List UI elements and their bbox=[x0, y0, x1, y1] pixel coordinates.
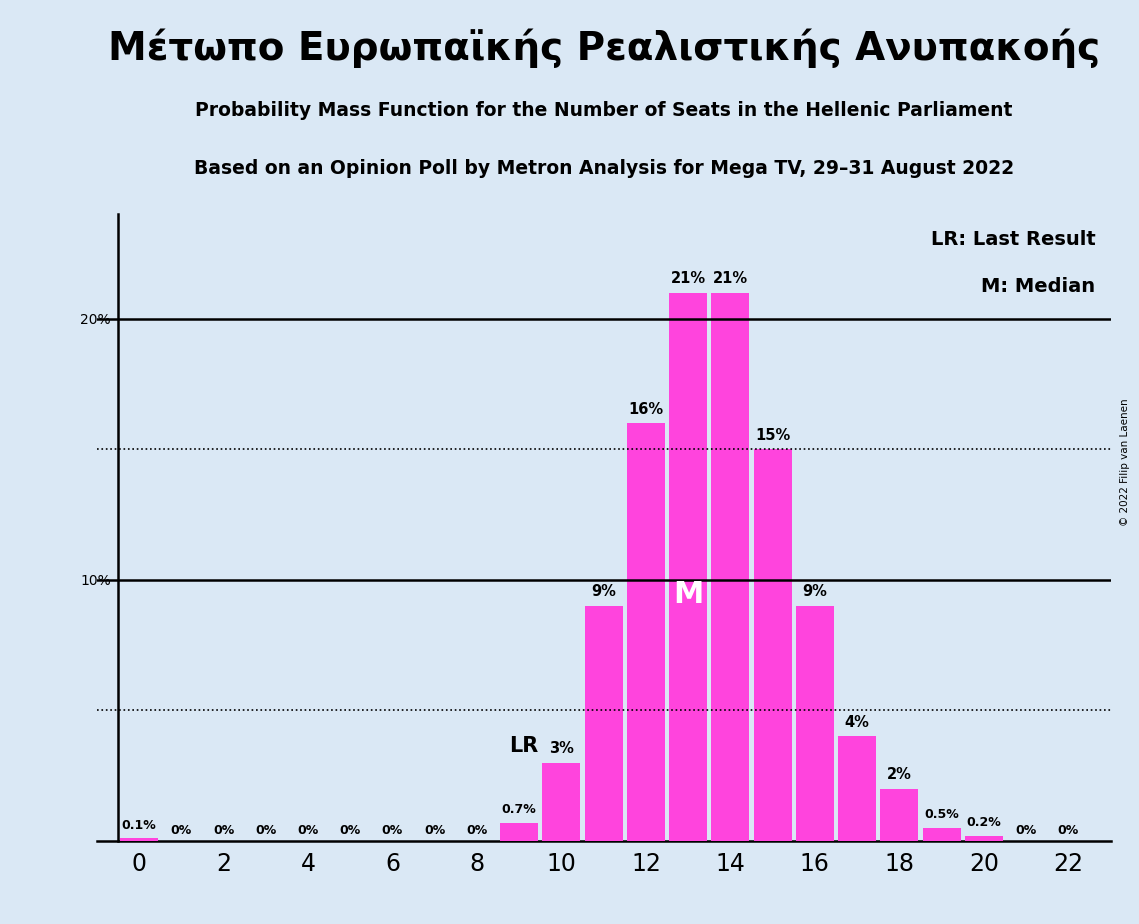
Text: 0.2%: 0.2% bbox=[966, 816, 1001, 829]
Text: 0%: 0% bbox=[424, 824, 445, 837]
Text: LR: LR bbox=[509, 736, 539, 756]
Bar bbox=[754, 449, 792, 841]
Bar bbox=[923, 828, 960, 841]
Text: Based on an Opinion Poll by Metron Analysis for Mega TV, 29–31 August 2022: Based on an Opinion Poll by Metron Analy… bbox=[194, 160, 1014, 178]
Text: 0%: 0% bbox=[255, 824, 277, 837]
Text: 4%: 4% bbox=[845, 715, 869, 730]
Text: 15%: 15% bbox=[755, 428, 790, 443]
Text: 9%: 9% bbox=[591, 584, 616, 600]
Text: 3%: 3% bbox=[549, 741, 574, 756]
Text: 0%: 0% bbox=[382, 824, 403, 837]
Text: 16%: 16% bbox=[629, 402, 664, 417]
Bar bbox=[796, 606, 834, 841]
Text: M: Median: M: Median bbox=[981, 277, 1096, 296]
Text: 0.1%: 0.1% bbox=[122, 819, 156, 832]
Text: 0%: 0% bbox=[171, 824, 191, 837]
Text: 0%: 0% bbox=[466, 824, 487, 837]
Text: 21%: 21% bbox=[713, 271, 748, 286]
Bar bbox=[500, 822, 539, 841]
Bar bbox=[712, 293, 749, 841]
Text: Μέτωπο Ευρωπαϊκής Ρεαλιστικής Ανυπακοής: Μέτωπο Ευρωπαϊκής Ρεαλιστικής Ανυπακοής bbox=[107, 29, 1100, 67]
Text: 0%: 0% bbox=[1016, 824, 1036, 837]
Bar bbox=[542, 762, 581, 841]
Text: Probability Mass Function for the Number of Seats in the Hellenic Parliament: Probability Mass Function for the Number… bbox=[195, 101, 1013, 120]
Bar bbox=[838, 736, 876, 841]
Text: 0%: 0% bbox=[297, 824, 319, 837]
Text: 0.7%: 0.7% bbox=[502, 803, 536, 816]
Text: 2%: 2% bbox=[887, 767, 912, 782]
Bar bbox=[584, 606, 623, 841]
Bar bbox=[880, 788, 918, 841]
Text: 0%: 0% bbox=[1058, 824, 1079, 837]
Bar bbox=[626, 423, 665, 841]
Bar bbox=[120, 838, 158, 841]
Bar bbox=[965, 835, 1002, 841]
Text: M: M bbox=[673, 579, 704, 609]
Text: 0.5%: 0.5% bbox=[924, 808, 959, 821]
Text: 0%: 0% bbox=[213, 824, 235, 837]
Text: © 2022 Filip van Laenen: © 2022 Filip van Laenen bbox=[1121, 398, 1130, 526]
Bar bbox=[669, 293, 707, 841]
Text: 9%: 9% bbox=[802, 584, 827, 600]
Text: LR: Last Result: LR: Last Result bbox=[931, 230, 1096, 249]
Text: 0%: 0% bbox=[339, 824, 361, 837]
Text: 21%: 21% bbox=[671, 271, 706, 286]
